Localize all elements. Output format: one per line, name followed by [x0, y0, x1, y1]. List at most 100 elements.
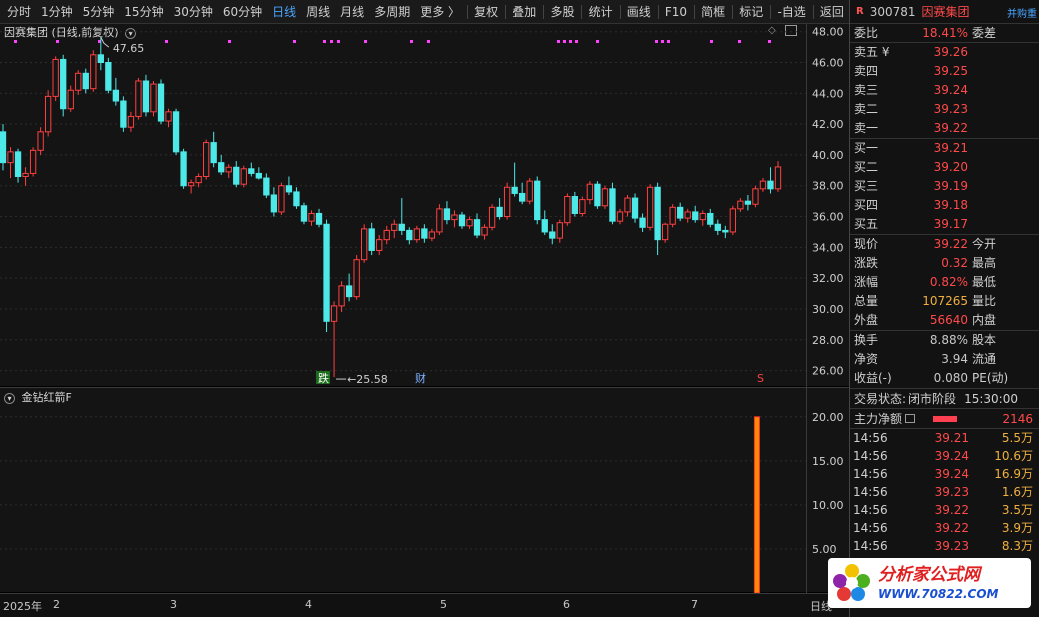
candle — [466, 216, 473, 229]
chevron-down-icon[interactable]: ▾ — [4, 393, 15, 404]
period-tab[interactable]: 60分钟 — [222, 4, 263, 19]
candle-body — [285, 185, 293, 193]
candle — [202, 139, 210, 180]
concept-tag[interactable]: 并购重 — [1007, 9, 1037, 20]
candle-body — [330, 305, 338, 322]
period-tab[interactable]: 30分钟 — [173, 4, 213, 19]
toolbar-button[interactable]: F10 — [664, 4, 688, 19]
diamond-icon[interactable]: ◇ — [768, 25, 776, 36]
candle-body — [744, 200, 752, 205]
bid-row: 买二 39.20 — [850, 158, 1039, 177]
candle — [526, 178, 533, 205]
candle — [534, 176, 541, 225]
candle-body — [428, 231, 436, 239]
period-tab[interactable]: 多周期 — [374, 4, 411, 19]
signal-dot — [98, 40, 101, 43]
signal-dot — [710, 40, 713, 43]
bid-label: 买四 — [854, 198, 879, 212]
stat-label: 涨跌 — [854, 256, 879, 270]
candle — [248, 162, 255, 177]
candle-body — [556, 222, 563, 239]
period-tab[interactable]: 分时 — [7, 4, 32, 19]
list-icon[interactable] — [905, 414, 916, 423]
candle — [67, 85, 74, 112]
stat-row: 现价 39.22 今开 — [850, 235, 1039, 254]
bid-value: 39.18 — [933, 198, 968, 212]
trade-tick: 14:56 39.24 10.6万 — [850, 447, 1039, 465]
kline-pane[interactable]: 因赛集团 (日线,前复权) ▾ ◇ 48.00 46.00 44.00 42.00 40… — [0, 24, 849, 386]
stock-name[interactable]: 因赛集团 — [921, 5, 970, 19]
y-axis-label: 20.00 — [812, 411, 844, 424]
y-axis-label: 5.00 — [812, 543, 837, 556]
ask-row: 卖五 ¥ 39.26 — [850, 43, 1039, 62]
candle-body — [383, 229, 390, 241]
candle — [270, 187, 278, 217]
candle — [368, 222, 375, 256]
candle-body — [14, 151, 22, 178]
trade-ticks[interactable]: 14:56 39.21 5.5万 14:56 39.24 10.6万 14:56 39.24 1… — [850, 429, 1039, 555]
period-tab[interactable]: 更多 〉 — [420, 4, 461, 19]
tick-price: 39.22 — [934, 503, 969, 517]
candle — [646, 184, 654, 231]
period-tab[interactable]: 周线 — [306, 4, 331, 19]
bid-label: 买三 — [854, 179, 879, 193]
signal-dot — [14, 40, 17, 43]
window-toggle-icon[interactable] — [785, 25, 797, 36]
weibi-row: 委比 18.41% 委差 — [850, 24, 1039, 43]
candle-body — [759, 180, 767, 190]
stat-row: 涨跌 0.32 最高 — [850, 254, 1039, 273]
candle — [376, 235, 383, 256]
toolbar-button[interactable]: 复权 — [474, 4, 499, 19]
period-tab[interactable]: 15分钟 — [124, 4, 164, 19]
candle — [225, 164, 232, 179]
signal-dot — [655, 40, 658, 43]
candle — [692, 205, 699, 223]
indicator-pane[interactable]: ▾ 金钻红箭F 20.00 15.00 10.00 5.00 — [0, 387, 849, 593]
candle-body — [413, 228, 420, 241]
time-axis-label: 7 — [691, 598, 698, 611]
chevron-down-icon[interactable]: ▾ — [125, 28, 137, 39]
candle — [661, 222, 669, 243]
stat-extra: PE(动) — [972, 371, 1009, 385]
main-flow-row[interactable]: 主力净额 2146 — [850, 409, 1039, 429]
main-flow-value: 2146 — [1002, 412, 1033, 426]
candle — [519, 182, 526, 205]
candle-body — [210, 142, 217, 164]
trade-tick: 14:56 39.22 3.9万 — [850, 519, 1039, 537]
toolbar-button[interactable]: 简框 — [701, 4, 726, 19]
candle-body — [255, 172, 262, 179]
candle — [579, 196, 586, 217]
stat-extra: 最高 — [972, 256, 997, 270]
candle — [436, 204, 443, 236]
time-axis-label: 6 — [563, 598, 570, 611]
candle-body — [135, 80, 142, 117]
candle — [135, 77, 142, 120]
watermark-url: WWW.70822.COM — [878, 587, 999, 601]
toolbar-button[interactable]: 多股 — [550, 4, 575, 19]
toolbar-button[interactable]: 画线 — [626, 4, 651, 19]
signal-dot — [768, 40, 771, 43]
y-axis-label: 28.00 — [812, 334, 844, 347]
toolbar-button[interactable]: 统计 — [588, 4, 613, 19]
toolbar-button[interactable]: 标记 — [739, 4, 764, 19]
ask-value: 39.24 — [933, 83, 968, 97]
stock-code: 300781 — [869, 4, 916, 19]
toolbar-button[interactable]: 叠加 — [512, 4, 537, 19]
period-tab[interactable]: 日线 — [272, 4, 297, 19]
period-tab[interactable]: 月线 — [340, 4, 365, 19]
toolbar-button[interactable]: -自选 — [777, 4, 806, 19]
period-tab[interactable]: 5分钟 — [82, 4, 115, 19]
tick-time: 14:56 — [853, 431, 888, 445]
candle-body — [714, 223, 721, 231]
tick-time: 14:56 — [853, 449, 888, 463]
candle-body — [278, 185, 285, 213]
period-tab[interactable]: 1分钟 — [41, 4, 73, 19]
candle — [323, 219, 330, 333]
period-toolbar: 分时 1分钟 5分钟 15分钟 30分钟 60分钟 日线 周线 月线 多周期 更多 〉复权 叠加 多股统… — [0, 0, 849, 24]
kline-title-text: 因赛集团 (日线,前复权) — [4, 26, 119, 39]
toolbar-button[interactable]: 返回 — [819, 4, 844, 19]
candle — [594, 181, 601, 209]
event-marker-die-bg — [316, 371, 330, 384]
candle-body — [270, 194, 278, 213]
candle-body — [44, 95, 52, 133]
